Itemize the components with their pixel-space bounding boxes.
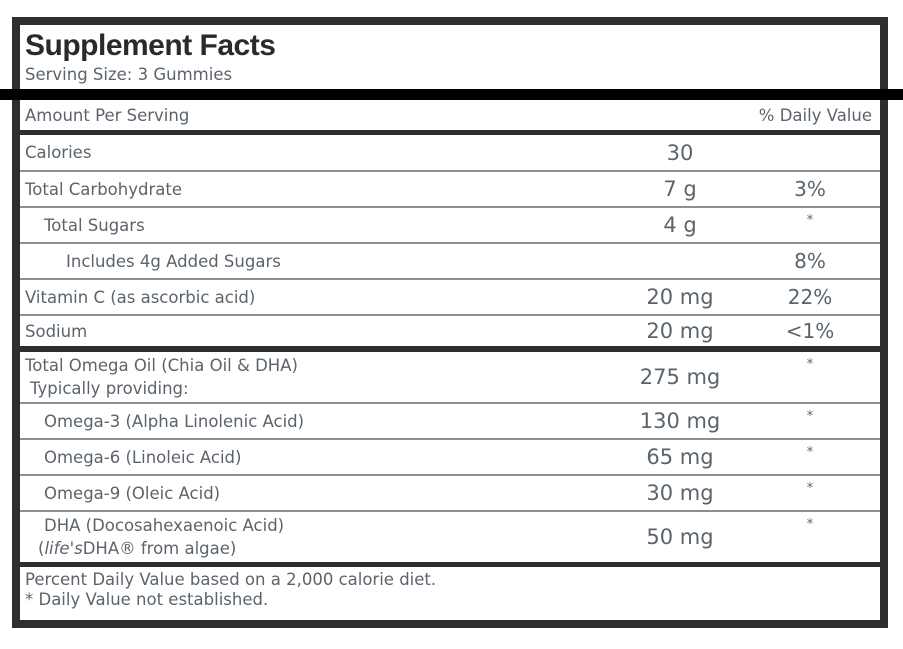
- serving-size-text: Serving Size: 3 Gummies: [25, 65, 233, 84]
- nutrient-label: Vitamin C (as ascorbic acid): [25, 287, 256, 307]
- daily-value: 3%: [794, 177, 826, 201]
- daily-value: <1%: [785, 319, 835, 343]
- nutrient-label-cell: Omega-3 (Alpha Linolenic Acid): [20, 410, 620, 433]
- nutrient-label: Sodium: [25, 321, 88, 341]
- daily-value: *: [806, 409, 814, 424]
- nutrient-row: Total Carbohydrate 7 g 3%: [20, 172, 880, 208]
- nutrient-row: Omega-9 (Oleic Acid) 30 mg *: [20, 476, 880, 512]
- amount-value: 65 mg: [646, 445, 714, 469]
- amount-value: 50 mg: [646, 525, 714, 549]
- footnote-line-1: Percent Daily Value based on a 2,000 cal…: [25, 570, 437, 589]
- nutrient-label-cell: Total Omega Oil (Chia Oil & DHA) Typicall…: [20, 354, 620, 400]
- supplement-facts-panel: Supplement Facts Serving Size: 3 Gummies…: [12, 17, 888, 628]
- nutrient-row: Includes 4g Added Sugars 8%: [20, 244, 880, 280]
- daily-value-header: % Daily Value: [758, 105, 872, 125]
- sublabel-italic: life's: [44, 539, 83, 558]
- nutrient-label: Total Sugars: [44, 215, 145, 235]
- nutrient-row: Omega-6 (Linoleic Acid) 65 mg *: [20, 440, 880, 476]
- footnote-block: Percent Daily Value based on a 2,000 cal…: [20, 567, 880, 610]
- nutrient-label-cell: DHA (Docosahexaenoic Acid) (life'sDHA® fr…: [20, 514, 620, 560]
- serving-divider-bar: [0, 89, 903, 100]
- amount-per-serving-header: Amount Per Serving: [25, 105, 190, 125]
- amount-value: 20 mg: [646, 319, 714, 343]
- daily-value: *: [806, 445, 814, 460]
- nutrient-label: Calories: [25, 143, 92, 162]
- amount-value: 275 mg: [639, 365, 721, 389]
- nutrient-row: Calories 30: [20, 135, 880, 172]
- nutrient-sublabel: Typically providing:: [30, 379, 189, 398]
- nutrient-label: Omega-9 (Oleic Acid): [44, 483, 221, 503]
- daily-value: 8%: [794, 249, 826, 273]
- nutrient-sublabel: (life'sDHA® from algae): [20, 537, 620, 560]
- title-block: Supplement Facts Serving Size: 3 Gummies: [20, 25, 880, 89]
- nutrient-label-cell: Sodium: [20, 320, 620, 343]
- nutrient-label: Total Omega Oil (Chia Oil & DHA): [25, 356, 298, 375]
- panel-title: Supplement Facts: [25, 29, 276, 62]
- nutrient-row: Omega-3 (Alpha Linolenic Acid) 130 mg *: [20, 404, 880, 440]
- sublabel-prefix: (: [38, 539, 45, 558]
- sublabel-rest: DHA® from algae): [82, 539, 237, 558]
- nutrient-table: Calories 30 Total Carbohydrate 7 g 3% Total S…: [20, 135, 880, 567]
- daily-value: *: [806, 481, 814, 496]
- nutrient-label: Omega-3 (Alpha Linolenic Acid): [44, 411, 305, 431]
- amount-value: 4 g: [663, 213, 697, 237]
- amount-value: 130 mg: [639, 409, 721, 433]
- nutrient-label-cell: Includes 4g Added Sugars: [20, 250, 620, 273]
- daily-value: *: [806, 357, 814, 372]
- nutrient-label: Total Carbohydrate: [25, 179, 182, 199]
- nutrient-label-cell: Omega-6 (Linoleic Acid): [20, 446, 620, 469]
- nutrient-label-cell: Omega-9 (Oleic Acid): [20, 482, 620, 505]
- amount-value: 7 g: [663, 177, 697, 201]
- footnote-line-2: * Daily Value not established.: [25, 590, 269, 609]
- nutrient-row: DHA (Docosahexaenoic Acid) (life'sDHA® fr…: [20, 512, 880, 567]
- nutrient-row: Vitamin C (as ascorbic acid) 20 mg 22%: [20, 280, 880, 316]
- nutrient-label-cell: Total Sugars: [20, 214, 620, 237]
- amount-value: 30 mg: [646, 481, 714, 505]
- nutrient-label: Includes 4g Added Sugars: [66, 251, 281, 271]
- nutrient-label-cell: Calories: [20, 141, 620, 164]
- nutrient-row: Sodium 20 mg <1%: [20, 316, 880, 352]
- amount-value: 20 mg: [646, 285, 714, 309]
- daily-value: *: [806, 213, 814, 228]
- column-header-row: Amount Per Serving % Daily Value: [20, 100, 880, 135]
- nutrient-row: Total Sugars 4 g *: [20, 208, 880, 244]
- nutrient-label: DHA (Docosahexaenoic Acid): [44, 516, 285, 535]
- nutrient-label-cell: Vitamin C (as ascorbic acid): [20, 286, 620, 309]
- daily-value: 22%: [787, 285, 833, 309]
- nutrient-label: Omega-6 (Linoleic Acid): [44, 447, 242, 467]
- nutrient-label-cell: Total Carbohydrate: [20, 178, 620, 201]
- nutrient-row: Total Omega Oil (Chia Oil & DHA) Typicall…: [20, 352, 880, 404]
- daily-value: *: [806, 517, 814, 532]
- amount-value: 30: [666, 140, 694, 165]
